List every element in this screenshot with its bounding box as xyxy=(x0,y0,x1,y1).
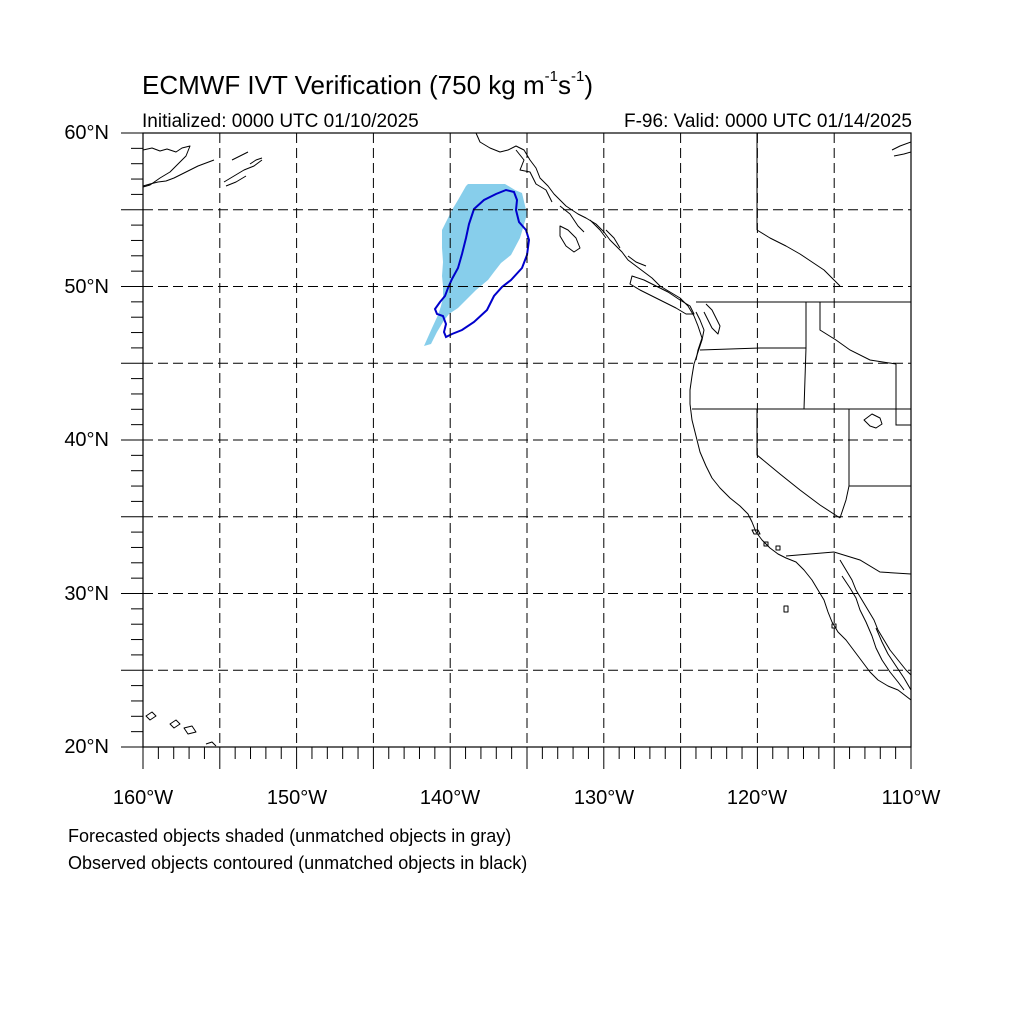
lon-label-160w: 160°W xyxy=(112,787,174,809)
coastline-alaska-peninsula xyxy=(143,145,191,188)
coastline-gulf-of-california xyxy=(839,559,911,676)
lat-label-20n: 20°N xyxy=(64,736,109,758)
lon-label-110w: 110°W xyxy=(881,787,941,809)
coastline-channel-islands xyxy=(751,529,837,629)
lat-label-50n: 50°N xyxy=(64,276,109,298)
coastline-alaska-south xyxy=(143,159,215,187)
footer-observed-note: Observed objects contoured (unmatched ob… xyxy=(68,853,528,873)
map-frame xyxy=(142,132,912,748)
coastline-mexico xyxy=(875,627,911,691)
title-main: ECMWF IVT Verification (750 kg m xyxy=(142,70,545,100)
coastline-vancouver-island xyxy=(629,275,695,315)
lat-label-60n: 60°N xyxy=(64,122,109,144)
initialized-label: Initialized: 0000 UTC 01/10/2025 xyxy=(142,111,419,132)
title-sup-2: -1 xyxy=(570,68,585,85)
valid-label: F-96: Valid: 0000 UTC 01/14/2025 xyxy=(624,111,912,132)
coastline-puget-sound xyxy=(703,303,721,335)
coastline-gulf-of-alaska xyxy=(475,133,703,361)
lat-label-30n: 30°N xyxy=(64,583,109,605)
lon-label-140w: 140°W xyxy=(419,787,481,809)
coastlines xyxy=(143,133,911,747)
border-ca-nv xyxy=(756,409,841,519)
title-end: ) xyxy=(584,70,593,100)
border-idaho xyxy=(803,302,897,410)
border-wa-or xyxy=(699,302,807,351)
border-nv-az xyxy=(839,409,850,519)
coastline-baja-east xyxy=(841,575,905,691)
great-salt-lake xyxy=(863,413,883,429)
coastline-us-west xyxy=(689,311,911,701)
title-sup-1: -1 xyxy=(544,68,558,85)
border-ut xyxy=(849,364,911,487)
lon-label-120w: 120°W xyxy=(726,787,788,809)
coastline-bc-inlets xyxy=(515,149,647,267)
axis-ticks xyxy=(121,132,912,769)
coastline-hudson-ne xyxy=(891,141,911,157)
lat-label-40n: 40°N xyxy=(64,429,109,451)
coastline-haida-gwaii xyxy=(559,225,581,253)
map-title: ECMWF IVT Verification (750 kg m-1s-1) xyxy=(142,68,593,101)
lon-label-130w: 130°W xyxy=(573,787,635,809)
graticule xyxy=(143,133,911,747)
coastline-canada-interior xyxy=(756,229,841,287)
lon-label-150w: 150°W xyxy=(266,787,328,809)
coastline-alaska-islands xyxy=(223,151,263,187)
title-mid: s xyxy=(557,70,571,100)
footer-forecast-note: Forecasted objects shaded (unmatched obj… xyxy=(68,826,512,846)
border-us-mexico xyxy=(785,551,911,575)
coastline-hawaii xyxy=(145,711,217,747)
political-borders xyxy=(692,133,911,575)
